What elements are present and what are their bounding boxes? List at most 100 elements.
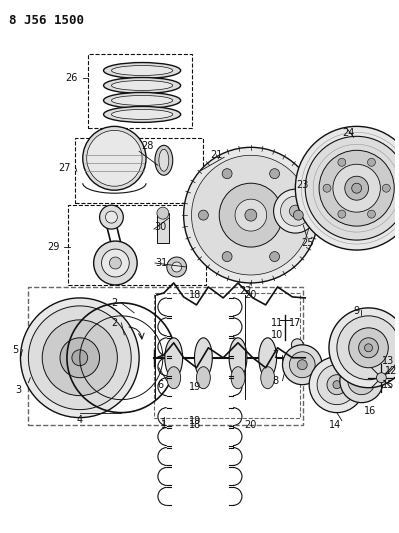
Circle shape — [280, 196, 310, 226]
Text: 6: 6 — [158, 379, 164, 390]
Circle shape — [367, 158, 375, 166]
Text: 21: 21 — [210, 150, 222, 160]
Text: 16: 16 — [364, 406, 377, 416]
Text: 30: 30 — [155, 222, 167, 232]
Circle shape — [367, 210, 375, 218]
Circle shape — [167, 257, 187, 277]
Ellipse shape — [196, 367, 210, 389]
Text: 28: 28 — [141, 141, 153, 151]
Circle shape — [376, 373, 386, 383]
Circle shape — [274, 189, 317, 233]
Circle shape — [222, 252, 232, 262]
Circle shape — [348, 367, 375, 394]
Text: 20: 20 — [245, 290, 257, 300]
Circle shape — [87, 131, 142, 186]
Text: 17: 17 — [289, 318, 302, 328]
Circle shape — [289, 205, 301, 217]
Ellipse shape — [155, 146, 173, 175]
Text: 18: 18 — [190, 419, 201, 430]
Circle shape — [105, 211, 117, 223]
Circle shape — [270, 252, 280, 262]
Ellipse shape — [165, 338, 183, 378]
Circle shape — [219, 183, 282, 247]
Circle shape — [295, 126, 399, 250]
Text: 4: 4 — [77, 415, 83, 425]
Text: 26: 26 — [66, 74, 78, 84]
Circle shape — [365, 344, 373, 352]
Circle shape — [28, 306, 131, 410]
Circle shape — [338, 210, 346, 218]
Circle shape — [356, 375, 367, 386]
Text: 9: 9 — [354, 306, 360, 316]
Circle shape — [282, 345, 322, 385]
Text: 10: 10 — [271, 330, 284, 340]
Circle shape — [359, 338, 378, 358]
Circle shape — [340, 359, 383, 402]
Circle shape — [60, 338, 100, 378]
Ellipse shape — [231, 367, 245, 389]
Circle shape — [100, 205, 123, 229]
Ellipse shape — [194, 338, 212, 378]
Text: 22: 22 — [240, 286, 252, 296]
Text: 23: 23 — [296, 180, 308, 190]
Circle shape — [291, 339, 303, 351]
Text: 12: 12 — [385, 366, 397, 376]
Text: 3: 3 — [16, 385, 22, 394]
Circle shape — [338, 158, 346, 166]
Text: 24: 24 — [343, 128, 355, 139]
Text: 19: 19 — [190, 382, 201, 392]
Text: 7: 7 — [273, 350, 279, 360]
Text: 8 J56 1500: 8 J56 1500 — [9, 14, 84, 27]
Text: 29: 29 — [47, 242, 59, 252]
Ellipse shape — [229, 338, 247, 378]
Ellipse shape — [103, 107, 181, 123]
Circle shape — [20, 298, 139, 417]
Text: 5: 5 — [12, 345, 19, 355]
Circle shape — [222, 168, 232, 179]
Bar — [28, 287, 303, 425]
Ellipse shape — [111, 109, 173, 119]
Text: 8: 8 — [273, 376, 279, 386]
Circle shape — [83, 126, 146, 190]
Text: 2: 2 — [111, 318, 118, 328]
Circle shape — [333, 381, 341, 389]
Circle shape — [109, 257, 121, 269]
Text: 15: 15 — [382, 379, 395, 390]
Text: 1: 1 — [161, 417, 167, 427]
Text: 11: 11 — [271, 318, 284, 328]
Ellipse shape — [261, 367, 275, 389]
Bar — [154, 293, 300, 417]
Circle shape — [72, 350, 88, 366]
Circle shape — [157, 207, 169, 219]
Text: 1: 1 — [161, 419, 167, 430]
Ellipse shape — [103, 77, 181, 93]
Ellipse shape — [259, 338, 277, 378]
Circle shape — [289, 352, 315, 378]
Ellipse shape — [111, 95, 173, 106]
Text: 18: 18 — [190, 290, 201, 300]
Text: 25: 25 — [301, 238, 314, 248]
Ellipse shape — [159, 149, 169, 171]
Circle shape — [293, 210, 303, 220]
Circle shape — [172, 262, 182, 272]
Circle shape — [333, 164, 380, 212]
Text: 2: 2 — [111, 298, 118, 308]
Circle shape — [309, 357, 365, 413]
Circle shape — [337, 316, 399, 379]
Circle shape — [245, 209, 257, 221]
Ellipse shape — [103, 62, 181, 78]
Circle shape — [102, 249, 129, 277]
Text: 14: 14 — [329, 419, 341, 430]
Circle shape — [270, 168, 280, 179]
Circle shape — [345, 176, 369, 200]
Circle shape — [305, 136, 399, 240]
Circle shape — [323, 184, 331, 192]
Text: 20: 20 — [245, 419, 257, 430]
Ellipse shape — [111, 80, 173, 91]
Circle shape — [297, 360, 307, 370]
Ellipse shape — [111, 66, 173, 76]
Circle shape — [349, 328, 388, 368]
Circle shape — [94, 241, 137, 285]
Circle shape — [184, 147, 318, 283]
Circle shape — [319, 150, 394, 226]
